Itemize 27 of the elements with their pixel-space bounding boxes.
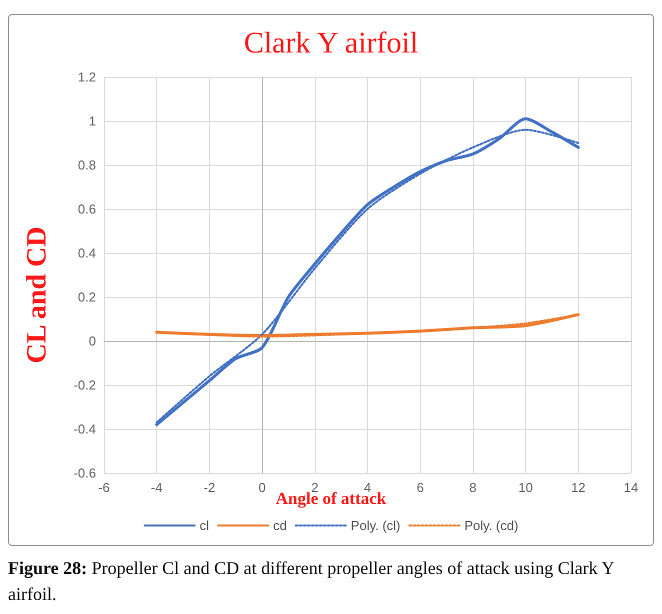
legend-label: cl — [200, 518, 210, 533]
text: Figure 28: Propeller Cl and CD at different propeller angles of attack using Clark Y airfoil. — [8, 558, 614, 604]
y-tick-label: 0.6 — [78, 202, 96, 216]
y-tick-label: 1.2 — [78, 70, 96, 84]
y-tick-label: 0 — [88, 334, 96, 348]
y-tick-label: -0.4 — [74, 422, 96, 436]
y-tick-label: -0.6 — [74, 466, 96, 480]
x-tick-label: 14 — [624, 480, 638, 495]
y-tick-label: 0.2 — [78, 290, 96, 304]
x-tick-label: 12 — [571, 480, 586, 495]
x-tick-label: -4 — [150, 480, 162, 495]
y-axis-title: CL and CD — [22, 226, 52, 364]
legend-label: cd — [273, 518, 287, 533]
x-tick-label: 4 — [364, 480, 372, 495]
y-tick-label: 1 — [88, 114, 96, 128]
x-tick-label: 10 — [518, 480, 533, 495]
legend-label: Poly. (cl) — [350, 518, 400, 533]
y-tick-label: -0.2 — [74, 378, 96, 392]
y-tick-label: 0.4 — [78, 246, 96, 260]
x-tick-label: 8 — [469, 480, 477, 495]
x-tick-label: 6 — [416, 480, 424, 495]
x-tick-label: 0 — [258, 480, 266, 495]
x-tick-label: -2 — [204, 480, 216, 495]
legend-label: Poly. (cd) — [464, 518, 518, 533]
chart-title: Clark Y airfoil — [244, 26, 418, 60]
y-tick-label: 0.8 — [78, 158, 96, 172]
x-tick-label: -6 — [98, 480, 110, 495]
